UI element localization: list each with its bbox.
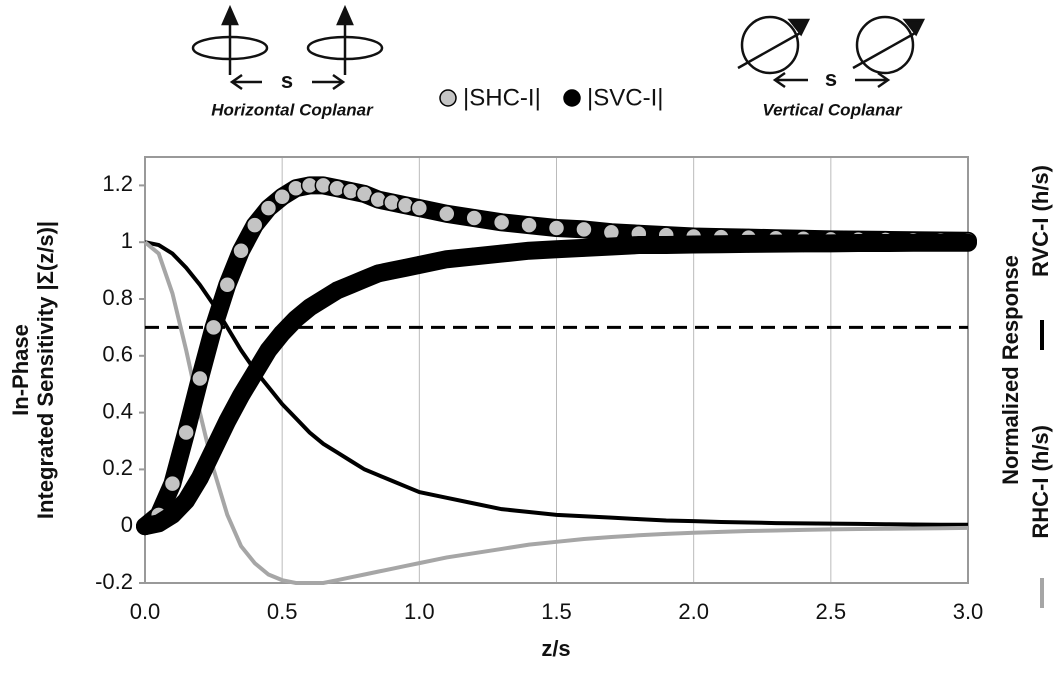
x-tick-label: 0.5 xyxy=(267,599,298,624)
scatter-point xyxy=(630,236,648,254)
scatter-point xyxy=(314,290,333,308)
y-tick-label: 0.2 xyxy=(102,455,133,480)
scatter-point xyxy=(177,423,195,442)
plot-frame xyxy=(144,156,969,584)
annotation: Vertical Coplanar xyxy=(762,100,903,119)
scatter-point xyxy=(410,256,429,274)
x-tick-label: 1.5 xyxy=(541,599,572,624)
legend-label: RVC-I (h/s) xyxy=(1028,165,1053,277)
scatter-point xyxy=(438,205,456,223)
y-axis-label: In-Phase xyxy=(8,324,33,416)
scatter-point xyxy=(575,220,593,239)
vcp-icon xyxy=(737,15,926,89)
scatter-point xyxy=(218,276,237,294)
scatter-point xyxy=(575,239,593,257)
annotation: Horizontal Coplanar xyxy=(211,100,374,119)
x-tick-label: 2.5 xyxy=(816,599,847,624)
scatter-point xyxy=(149,514,168,533)
scatter-point xyxy=(259,341,278,359)
scatter-point xyxy=(465,247,483,266)
x-tick-label: 3.0 xyxy=(953,599,984,624)
scatter-point xyxy=(767,234,785,253)
scatter-point xyxy=(191,369,209,388)
line-series xyxy=(144,240,968,527)
scatter-point xyxy=(163,474,182,493)
scatter-point xyxy=(547,240,566,259)
x-tick-label: 0.0 xyxy=(130,599,161,624)
spacing-label: s xyxy=(825,66,837,91)
scatter-point xyxy=(904,234,922,252)
scatter-point xyxy=(273,188,291,206)
scatter-point xyxy=(232,241,250,260)
legend-label: RHC-I (h/s) xyxy=(1028,425,1053,539)
scatter-point xyxy=(739,235,758,253)
scatter-point xyxy=(245,216,264,234)
y-tick-label: 1 xyxy=(121,228,133,253)
scatter-point xyxy=(959,234,977,252)
scatter-point xyxy=(232,386,250,405)
legend-marker xyxy=(439,89,457,107)
hcp-icon xyxy=(191,4,384,91)
scatter-point xyxy=(245,364,264,382)
y-tick-label: 1.2 xyxy=(102,171,133,196)
x-tick-label: 1.0 xyxy=(404,599,435,624)
scatter-point xyxy=(177,491,195,510)
legend-label: |SVC-I| xyxy=(587,84,663,111)
x-axis-label: z/s xyxy=(541,636,570,661)
scatter-point xyxy=(822,234,840,253)
scatter-point xyxy=(300,298,319,317)
legend-marker xyxy=(563,89,581,107)
scatter-point xyxy=(876,234,895,252)
scatter-point xyxy=(657,236,675,254)
spacing-label: s xyxy=(281,68,293,93)
line-series xyxy=(143,240,969,585)
scatter-point xyxy=(794,234,813,253)
y-tick-label: -0.2 xyxy=(95,569,133,594)
scatter-point xyxy=(287,310,305,328)
scatter-point xyxy=(163,506,182,524)
legend-label: |SHC-I| xyxy=(463,84,541,111)
scatter-point xyxy=(520,216,538,234)
scatter-point xyxy=(410,199,429,217)
y-axis-label: Integrated Sensitivity |Σ(z/s)| xyxy=(33,221,58,519)
scatter-point xyxy=(931,234,950,252)
scatter-point xyxy=(492,213,511,232)
y2-axis-label: Normalized Response xyxy=(998,255,1023,485)
scatter-point xyxy=(204,318,223,337)
scatter-point xyxy=(191,469,209,487)
scatter-point xyxy=(547,219,566,237)
y-tick-label: 0.8 xyxy=(102,285,133,310)
scatter-point xyxy=(218,412,237,430)
scatter-point xyxy=(602,237,621,256)
scatter-point xyxy=(684,235,703,254)
scatter-point xyxy=(259,199,278,217)
y-tick-label: 0.4 xyxy=(102,398,133,423)
scatter-point xyxy=(204,440,223,459)
scatter-point xyxy=(273,324,291,342)
scatter-point xyxy=(465,209,483,227)
scatter-point xyxy=(492,244,511,263)
scatter-point xyxy=(438,250,456,268)
x-tick-label: 2.0 xyxy=(678,599,709,624)
scatter-point xyxy=(712,235,730,253)
y-tick-label: 0.6 xyxy=(102,342,133,367)
scatter-point xyxy=(849,234,868,252)
y-tick-label: 0 xyxy=(121,512,133,537)
scatter-point xyxy=(520,241,538,260)
